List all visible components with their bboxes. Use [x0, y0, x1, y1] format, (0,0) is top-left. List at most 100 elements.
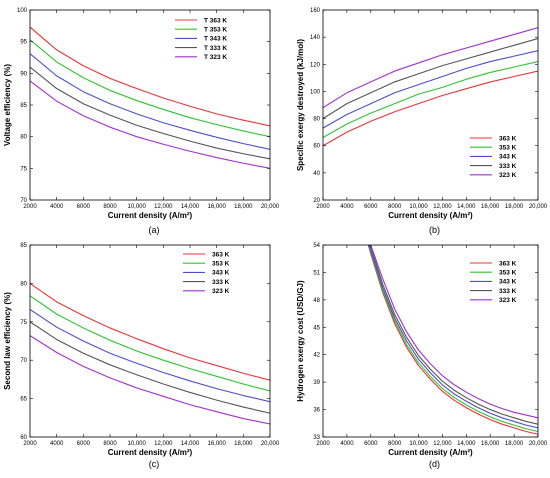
chart-panel-2: 2000 4000 6000 8000 10,000 12,000 14,000 16,000…	[296, 8, 548, 235]
y-tick-label: 33	[313, 435, 320, 441]
legend-label-353k: 353 K	[499, 145, 517, 152]
legend-label-363k: T 363 K	[204, 17, 227, 24]
legend-label-333k: 333 K	[499, 288, 517, 295]
y-tick-label: 85	[20, 243, 27, 249]
series-line-343k	[30, 309, 270, 403]
x-tick-label: 14,000	[457, 441, 476, 447]
y-axis-label: Second law efficiency (%)	[3, 292, 12, 390]
series-line-363k	[30, 26, 270, 127]
series-line-323k	[30, 335, 270, 425]
x-tick-label: 10,000	[409, 441, 428, 447]
series-line-363k	[30, 282, 270, 381]
panel-label: (c)	[149, 459, 160, 469]
legend-label-363k: 363 K	[499, 260, 517, 267]
chart-panel-1: 2000 4000 6000 8000 10,000 12,000 14,000 16,000…	[3, 8, 280, 235]
plot-frame	[322, 244, 539, 438]
y-tick-label: 140	[310, 35, 321, 41]
legend-label-363k: 363 K	[212, 251, 230, 258]
series-line-333k	[30, 321, 270, 414]
x-tick-label: 8000	[103, 204, 117, 210]
x-tick-label: 2000	[23, 441, 37, 447]
x-axis-label: Current density (A/m²)	[388, 211, 473, 220]
y-tick-label: 80	[20, 281, 27, 287]
x-tick-label: 14,000	[181, 441, 200, 447]
x-tick-label: 6000	[364, 204, 378, 210]
x-tick-label: 4000	[340, 204, 354, 210]
y-axis-label: Hydrogen exergy cost (USD/GJ)	[296, 280, 305, 402]
y-tick-label: 54	[313, 243, 320, 249]
y-tick-label: 80	[313, 117, 320, 123]
series-line-333k	[30, 66, 270, 160]
series-line-353k	[367, 245, 538, 433]
x-tick-label: 20,000	[529, 441, 548, 447]
legend-label-353k: 353 K	[499, 270, 517, 277]
x-tick-label: 8000	[103, 441, 117, 447]
y-tick-label: 160	[310, 8, 321, 14]
series-line-353k	[30, 295, 270, 392]
y-tick-label: 40	[313, 171, 320, 177]
legend: 363 K 353 K 343 K 333 K 323 K	[183, 251, 230, 295]
legend-label-353k: 353 K	[212, 261, 230, 268]
x-tick-label: 6000	[77, 204, 91, 210]
series-line-323k	[368, 245, 538, 419]
x-axis-label: Current density (A/m²)	[108, 448, 193, 457]
x-tick-label: 2000	[316, 441, 330, 447]
y-tick-label: 70	[20, 198, 27, 204]
y-tick-label: 60	[20, 435, 27, 441]
series-line-323k	[323, 27, 538, 109]
x-tick-label: 12,000	[433, 204, 452, 210]
legend-label-343k: 343 K	[212, 270, 230, 277]
legend: 363 K 353 K 343 K 333 K 323 K	[470, 135, 517, 179]
x-tick-label: 8000	[388, 204, 402, 210]
series-line-363k	[323, 70, 538, 147]
legend-label-323k: 323 K	[499, 172, 517, 179]
panel-label: (a)	[149, 225, 160, 235]
plot-frame	[322, 9, 539, 201]
y-axis-label: Voltage efficiency (%)	[3, 64, 12, 146]
x-tick-label: 4000	[50, 441, 64, 447]
x-tick-label: 2000	[316, 204, 330, 210]
y-tick-label: 60	[313, 144, 320, 150]
x-tick-label: 16,000	[207, 204, 226, 210]
y-tick-label: 39	[313, 380, 320, 386]
y-tick-label: 90	[20, 71, 27, 77]
chart-panel-3: 2000 4000 6000 8000 10,000 12,000 14,000 16,000…	[3, 243, 280, 469]
legend: 363 K 353 K 343 K 333 K 323 K	[470, 260, 517, 304]
series-line-323k	[30, 80, 270, 169]
x-axis-label: Current density (A/m²)	[108, 211, 193, 220]
y-tick-label: 75	[20, 166, 27, 172]
y-tick-label: 51	[313, 270, 320, 276]
x-tick-label: 4000	[50, 204, 64, 210]
series-line-333k	[368, 245, 538, 425]
y-tick-label: 100	[17, 8, 28, 14]
x-tick-label: 12,000	[154, 204, 173, 210]
series-line-363k	[367, 245, 538, 435]
x-tick-label: 12,000	[154, 441, 173, 447]
series-line-333k	[323, 37, 538, 120]
legend-label-363k: 363 K	[499, 135, 517, 142]
legend-label-343k: T 343 K	[204, 36, 227, 43]
x-tick-label: 14,000	[457, 204, 476, 210]
x-tick-label: 8000	[388, 441, 402, 447]
plot-frame	[29, 244, 271, 438]
x-tick-label: 16,000	[481, 441, 500, 447]
series-line-343k	[30, 53, 270, 150]
x-tick-label: 20,000	[261, 204, 280, 210]
legend-label-343k: 343 K	[499, 154, 517, 161]
y-tick-label: 42	[313, 353, 320, 359]
series-line-353k	[323, 61, 538, 139]
y-tick-label: 95	[20, 40, 27, 46]
y-tick-label: 48	[313, 298, 320, 304]
x-tick-label: 6000	[364, 441, 378, 447]
panel-label: (b)	[429, 225, 440, 235]
y-tick-label: 100	[310, 89, 321, 95]
legend-label-323k: 323 K	[212, 288, 230, 295]
x-tick-label: 18,000	[234, 441, 253, 447]
x-tick-label: 18,000	[505, 441, 524, 447]
x-axis-label: Current density (A/m²)	[388, 448, 473, 457]
series-line-343k	[323, 50, 538, 129]
x-tick-label: 10,000	[409, 204, 428, 210]
legend-label-333k: 333 K	[212, 279, 230, 286]
x-tick-label: 10,000	[127, 441, 146, 447]
